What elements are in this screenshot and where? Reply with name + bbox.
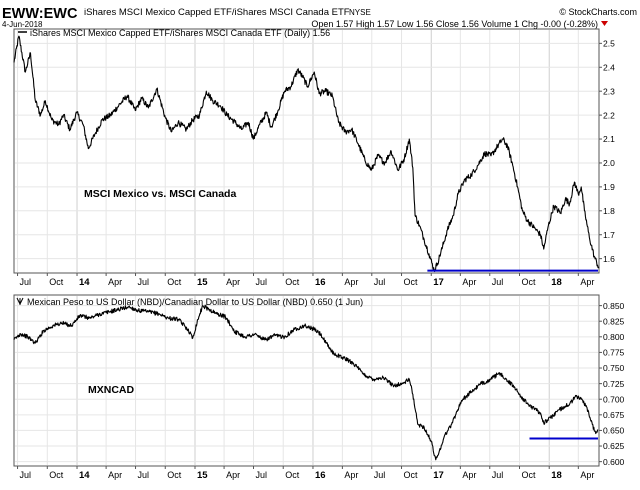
x-tick-label: Oct [49,277,64,287]
top-panel-x-axis: Jul Oct 14 Apr Jul Oct 15 Apr Jul Oct 16 Apr Jul Oct 1… [17,273,594,288]
y-tick-label: 1.9 [603,182,615,192]
bottom-panel-label: Mexican Peso to US Dollar (NBD)/Canadian… [27,297,363,307]
y-tick-label: 0.625 [603,441,625,451]
x-tick-label: Apr [580,470,594,480]
change-down-arrow-icon [601,21,608,26]
y-tick-label: 2.1 [603,134,615,144]
top-panel: 1.6 1.7 1.8 1.9 2.0 2.1 2.2 2.3 2.4 2.5 iShares M… [13,28,615,274]
bottom-panel-frame [13,294,600,467]
x-tick-label: 14 [79,277,90,288]
x-tick-label: Oct [404,277,419,287]
top-panel-frame [13,28,600,274]
mxncad-series-line [13,304,599,461]
bottom-panel-annotation: MXNCAD [88,384,134,396]
x-tick-label: Apr [108,277,122,287]
y-tick-label: 0.775 [603,348,625,358]
x-tick-label: Jul [255,470,267,480]
quote-summary: Open 1.57 High 1.57 Low 1.56 Close 1.56 … [311,19,598,29]
x-tick-label: Jul [492,277,504,287]
bottom-panel-y-ticks: 0.600 0.625 0.650 0.675 0.700 0.725 0.750 0.775… [599,301,625,467]
y-tick-label: 0.675 [603,410,625,420]
brand-watermark: © StockCharts.com [559,7,637,17]
x-tick-label: 15 [197,470,208,481]
x-tick-label: Oct [285,277,300,287]
y-tick-label: 0.850 [603,301,625,311]
y-tick-label: 0.725 [603,379,625,389]
x-tick-label: 14 [79,470,90,481]
x-tick-label: 17 [433,470,444,481]
x-tick-label: Jul [138,470,150,480]
x-tick-label: Apr [226,470,240,480]
top-panel-label: iShares MSCI Mexico Capped ETF/iShares M… [30,28,330,38]
x-tick-label: Apr [226,277,240,287]
x-tick-label: 16 [315,277,326,288]
y-tick-label: 2.3 [603,86,615,96]
y-tick-label: 2.2 [603,110,615,120]
y-tick-label: 2.5 [603,39,615,49]
x-tick-label: 17 [433,277,444,288]
y-tick-label: 0.650 [603,426,625,436]
x-tick-label: Jul [138,277,150,287]
x-tick-label: Apr [108,470,122,480]
ratio-series-line [13,35,600,273]
x-tick-label: 18 [551,277,562,288]
top-panel-grid [15,30,598,272]
x-tick-label: Jul [492,470,504,480]
x-tick-label: Oct [167,277,182,287]
y-tick-label: 0.800 [603,332,625,342]
bottom-panel-x-axis: Jul Oct 14 Apr Jul Oct 15 Apr Jul Oct 16 Apr Jul Oct 1… [17,466,594,481]
bottom-legend-icon [16,297,24,305]
x-tick-label: Jul [255,277,267,287]
y-tick-label: 0.750 [603,363,625,373]
x-tick-label: Oct [521,470,536,480]
x-tick-label: Apr [462,277,476,287]
bottom-panel: 0.600 0.625 0.650 0.675 0.700 0.725 0.750 0.775… [13,294,625,467]
x-tick-label: Oct [49,470,64,480]
chart-symbol-description: iShares MSCI Mexico Capped ETF/iShares M… [84,7,350,18]
chart-exchange: NYSE [349,8,371,17]
x-tick-label: Oct [521,277,536,287]
chart-symbol: EWW:EWC [2,6,78,22]
x-tick-label: Apr [344,470,358,480]
x-tick-label: Apr [580,277,594,287]
x-tick-label: Jul [20,470,32,480]
x-tick-label: Oct [167,470,182,480]
y-tick-label: 1.8 [603,206,615,216]
top-panel-y-ticks: 1.6 1.7 1.8 1.9 2.0 2.1 2.2 2.3 2.4 2.5 [599,39,615,264]
x-tick-label: 15 [197,277,208,288]
y-tick-label: 1.7 [603,230,615,240]
bottom-panel-grid [15,296,598,465]
chart-date: 4-Jun-2018 [2,20,43,29]
x-tick-label: 18 [551,470,562,481]
x-tick-label: 16 [315,470,326,481]
top-panel-annotation: MSCI Mexico vs. MSCI Canada [84,188,236,200]
x-tick-label: Oct [404,470,419,480]
y-tick-label: 2.0 [603,158,615,168]
y-tick-label: 0.600 [603,457,625,467]
y-tick-label: 0.700 [603,394,625,404]
x-tick-label: Jul [374,470,386,480]
y-tick-label: 1.6 [603,254,615,264]
y-tick-label: 2.4 [603,62,615,72]
x-tick-label: Oct [285,470,300,480]
x-tick-label: Apr [462,470,476,480]
x-tick-label: Jul [20,277,32,287]
x-tick-label: Jul [374,277,386,287]
y-tick-label: 0.825 [603,316,625,326]
x-tick-label: Apr [344,277,358,287]
